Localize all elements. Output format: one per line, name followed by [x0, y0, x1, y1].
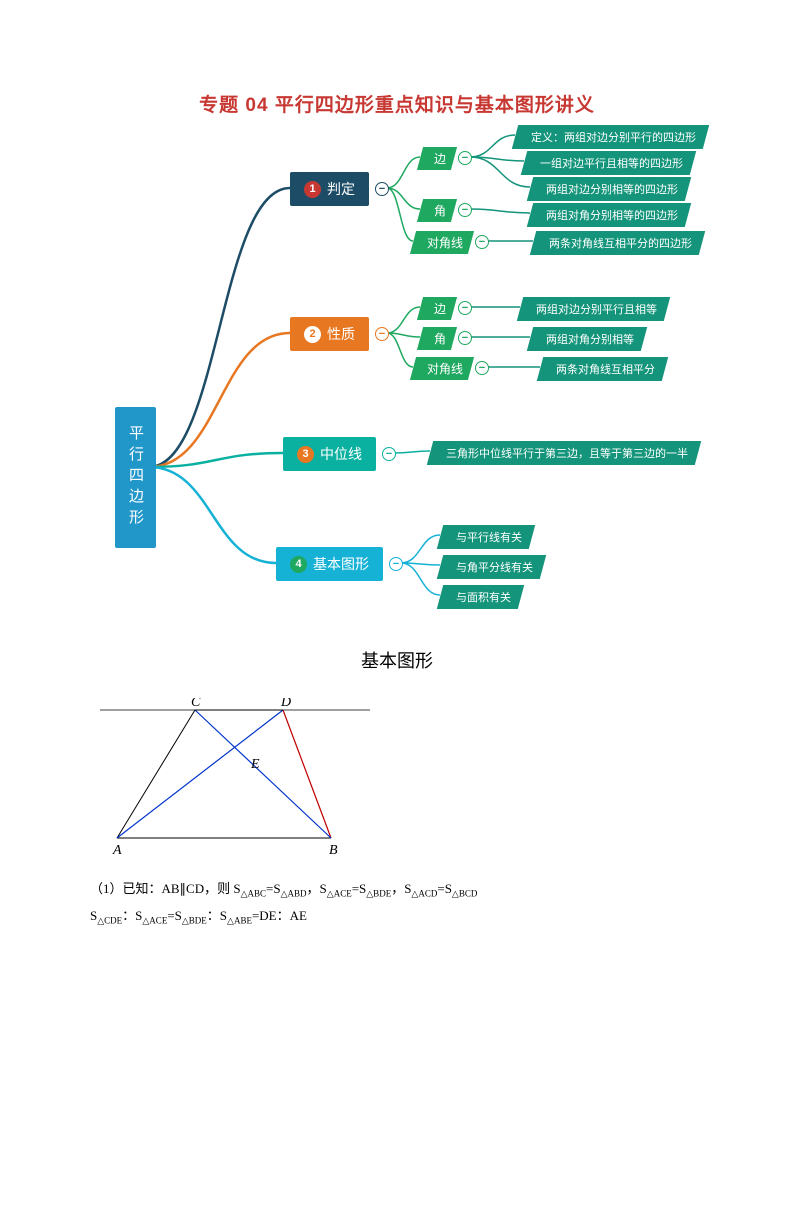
leaf-node: 与角平分线有关	[437, 555, 546, 579]
leaf-node: 两组对角分别相等	[527, 327, 647, 351]
leaf-text: 两组对边分别相等的四边形	[546, 181, 678, 197]
f1e1: =S	[266, 881, 281, 896]
f2s4: △ABE	[227, 915, 252, 925]
branch-3: 3 中位线	[283, 437, 376, 471]
f1s2: △ABD	[281, 889, 307, 899]
leaf-text: 三角形中位线平行于第三边，且等于第三边的一半	[446, 445, 688, 461]
branch-num-icon: 2	[304, 326, 321, 343]
f1e3: =S	[437, 881, 452, 896]
f2s2: △ACE	[142, 915, 167, 925]
leaf-node: 两条对角线互相平分的四边形	[530, 231, 705, 255]
leaf-node: 一组对边平行且相等的四边形	[521, 151, 696, 175]
leaf-text: 两组对角分别相等	[546, 331, 634, 347]
f2c2: ：S	[207, 908, 227, 923]
branch-2: 2 性质	[290, 317, 369, 351]
branch-num-icon: 3	[297, 446, 314, 463]
mindmap: 平行四边形1判定−边−定义：两组对边分别平行的四边形一组对边平行且相等的四边形两…	[0, 117, 794, 637]
branch-1: 1 判定	[290, 172, 369, 206]
mid-node: 角	[417, 199, 457, 222]
mid-node: 边	[417, 297, 457, 320]
leaf-node: 定义：两组对边分别平行的四边形	[512, 125, 709, 149]
branch-label: 判定	[327, 179, 355, 199]
f2c1: ：S	[122, 908, 142, 923]
leaf-node: 与平行线有关	[437, 525, 535, 549]
connector-icon: −	[458, 331, 472, 345]
mid-label: 对角线	[427, 234, 463, 251]
mid-node: 对角线	[410, 357, 474, 380]
leaf-node: 三角形中位线平行于第三边，且等于第三边的一半	[427, 441, 701, 465]
leaf-node: 两组对角分别相等的四边形	[527, 203, 691, 227]
svg-text:C: C	[191, 698, 201, 710]
f1s5: △ACD	[411, 889, 437, 899]
leaf-text: 一组对边平行且相等的四边形	[540, 155, 683, 171]
formula-line-1: （1）已知：AB∥CD，则 S△ABC=S△ABD，S△ACE=S△BDE，S△…	[90, 876, 794, 903]
leaf-text: 定义：两组对边分别平行的四边形	[531, 129, 696, 145]
svg-text:E: E	[250, 757, 260, 772]
f1e2: =S	[352, 881, 367, 896]
f1a: （1）已知：AB∥CD，则 S	[90, 881, 241, 896]
connector-icon: −	[458, 151, 472, 165]
title-text: 专题 04 平行四边形重点知识与基本图形讲义	[199, 95, 595, 116]
f1s4: △BDE	[366, 889, 391, 899]
f2r: =DE：AE	[252, 908, 307, 923]
f2e1: =S	[167, 908, 182, 923]
branch-label: 性质	[327, 324, 355, 344]
connector-icon: −	[458, 301, 472, 315]
f1s3: △ACE	[327, 889, 352, 899]
section-geo-title: 基本图形	[0, 647, 794, 673]
branch-num-icon: 4	[290, 556, 307, 573]
leaf-node: 两条对角线互相平分	[537, 357, 668, 381]
connector-icon: −	[458, 203, 472, 217]
root-node: 平行四边形	[115, 407, 156, 548]
svg-text:A: A	[112, 843, 122, 858]
leaf-text: 两组对角分别相等的四边形	[546, 207, 678, 223]
mid-label: 角	[434, 202, 446, 219]
mid-label: 角	[434, 330, 446, 347]
f1s1: △ABC	[241, 889, 266, 899]
branch-label: 基本图形	[313, 554, 369, 574]
mid-node: 边	[417, 147, 457, 170]
leaf-text: 两条对角线互相平分	[556, 361, 655, 377]
f1p2: ，S	[391, 881, 411, 896]
mid-label: 边	[434, 150, 446, 167]
mid-node: 角	[417, 327, 457, 350]
f2s3: △BDE	[182, 915, 207, 925]
connector-icon: −	[389, 557, 403, 571]
mid-node: 对角线	[410, 231, 474, 254]
branch-4: 4 基本图形	[276, 547, 383, 581]
mid-label: 对角线	[427, 360, 463, 377]
branch-label: 中位线	[320, 444, 362, 464]
f1s6: △BCD	[452, 889, 477, 899]
connector-icon: −	[475, 361, 489, 375]
leaf-text: 与面积有关	[456, 589, 511, 605]
branch-num-icon: 1	[304, 181, 321, 198]
geo-svg: A B C D E	[95, 698, 375, 858]
leaf-node: 两组对边分别平行且相等	[517, 297, 670, 321]
geometry-figure: A B C D E	[95, 698, 375, 858]
connector-icon: −	[375, 182, 389, 196]
f2s1: △CDE	[97, 915, 122, 925]
formula-line-2: S△CDE：S△ACE=S△BDE：S△ABE=DE：AE	[90, 903, 794, 930]
connector-icon: −	[475, 235, 489, 249]
mid-label: 边	[434, 300, 446, 317]
leaf-node: 两组对边分别相等的四边形	[527, 177, 691, 201]
leaf-node: 与面积有关	[437, 585, 524, 609]
leaf-text: 与角平分线有关	[456, 559, 533, 575]
page-title: 专题 04 平行四边形重点知识与基本图形讲义	[0, 90, 794, 117]
f1p1: ，S	[307, 881, 327, 896]
formula-block: （1）已知：AB∥CD，则 S△ABC=S△ABD，S△ACE=S△BDE，S△…	[90, 876, 794, 929]
leaf-text: 与平行线有关	[456, 529, 522, 545]
leaf-text: 两条对角线互相平分的四边形	[549, 235, 692, 251]
leaf-text: 两组对边分别平行且相等	[536, 301, 657, 317]
connector-icon: −	[375, 327, 389, 341]
svg-text:B: B	[329, 843, 338, 858]
svg-text:D: D	[280, 698, 291, 710]
connector-icon: −	[382, 447, 396, 461]
